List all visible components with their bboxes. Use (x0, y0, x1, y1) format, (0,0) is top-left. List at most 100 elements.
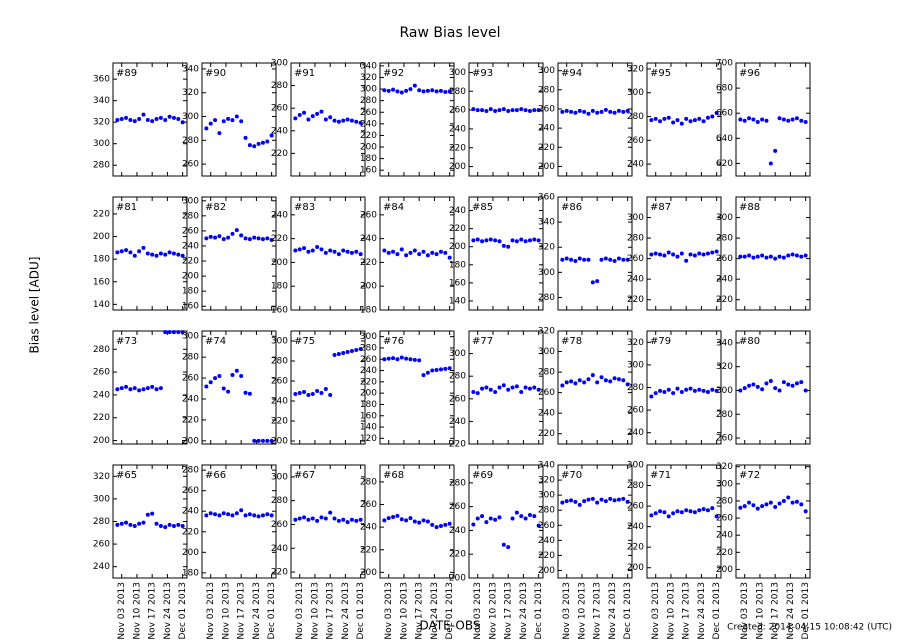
y-tick-label: 280 (627, 112, 644, 122)
data-point (247, 237, 252, 242)
data-point (247, 391, 252, 396)
data-point (510, 385, 515, 390)
data-point (506, 244, 511, 249)
panel-title: #68 (383, 470, 404, 481)
data-point (519, 107, 524, 112)
data-point (742, 504, 747, 509)
x-tick-label: Dec 01 2013 (445, 582, 455, 640)
data-point (523, 108, 528, 113)
data-point (768, 161, 773, 166)
data-point (777, 501, 782, 506)
data-point (158, 115, 163, 120)
plot-frame (112, 62, 188, 177)
data-point (764, 118, 769, 123)
plot-frame (735, 330, 811, 445)
y-tick-label: 220 (627, 543, 644, 553)
data-point (124, 248, 129, 253)
data-point (421, 249, 426, 254)
data-point (332, 516, 337, 521)
y-tick-label: 180 (93, 255, 110, 265)
data-point (150, 511, 155, 516)
data-point (386, 250, 391, 255)
y-tick-label: 240 (271, 544, 288, 554)
panel: 220 240 260 280 300 #88 (716, 196, 811, 311)
data-point (417, 252, 422, 257)
data-point (523, 385, 528, 390)
y-tick-label: 320 (93, 118, 110, 128)
data-point (447, 521, 452, 526)
plot-frame (468, 330, 544, 445)
data-point (421, 518, 426, 523)
data-point (786, 495, 791, 500)
data-point (391, 87, 396, 92)
data-point (799, 254, 804, 259)
data-point (239, 508, 244, 513)
data-point (662, 510, 667, 515)
data-point (269, 237, 274, 242)
data-point (145, 251, 150, 256)
data-point (803, 509, 808, 514)
data-point (213, 376, 218, 381)
data-point (119, 386, 124, 391)
data-point (590, 280, 595, 285)
data-point (256, 236, 261, 241)
y-tick-label: 340 (538, 218, 555, 228)
data-point (306, 249, 311, 254)
data-point (408, 87, 413, 92)
data-point (256, 438, 261, 443)
data-point (688, 509, 693, 514)
data-point (230, 372, 235, 377)
data-point (671, 511, 676, 516)
data-point (599, 375, 604, 380)
y-tick-label: 140 (360, 423, 377, 433)
data-point (536, 238, 541, 243)
data-point (319, 391, 324, 395)
data-point (675, 118, 680, 123)
plot-frame (557, 196, 633, 311)
data-point (714, 249, 719, 254)
y-tick-label: 200 (716, 565, 733, 575)
data-point (497, 108, 502, 113)
y-tick-label: 280 (627, 481, 644, 491)
panel: 200 220 240 260 280 Nov 03 2013 Nov 10 2013 Nov… (360, 464, 455, 640)
y-tick-label: 220 (716, 548, 733, 558)
x-tick-label: Nov 17 2013 (771, 582, 781, 640)
y-tick-label: 260 (182, 226, 199, 236)
data-point (115, 118, 120, 123)
y-tick-label: 220 (271, 417, 288, 427)
y-tick-label: 240 (449, 417, 466, 427)
data-point (595, 500, 600, 505)
data-point (145, 118, 150, 123)
y-tick-label: 160 (360, 411, 377, 421)
data-point (221, 237, 226, 242)
data-point (612, 259, 617, 264)
data-point (154, 521, 159, 526)
y-tick-label: 240 (360, 366, 377, 376)
panel-title: #94 (561, 68, 582, 79)
data-point (773, 256, 778, 261)
y-tick-label: 280 (716, 234, 733, 244)
data-point (786, 382, 791, 387)
y-tick-label: 200 (182, 436, 199, 446)
data-point (391, 356, 396, 361)
data-point (688, 386, 693, 391)
data-point (332, 353, 337, 357)
data-point (649, 513, 654, 518)
y-tick-label: 300 (538, 66, 555, 76)
y-tick-label: 360 (93, 75, 110, 85)
data-point (653, 251, 658, 256)
data-point (577, 378, 582, 383)
y-tick-label: 640 (716, 134, 733, 144)
data-point (506, 109, 511, 114)
data-point (603, 107, 608, 112)
data-point (302, 246, 307, 251)
data-point (510, 238, 515, 243)
y-tick-label: 220 (538, 551, 555, 561)
data-point (625, 257, 630, 262)
data-point (230, 231, 235, 236)
y-tick-label: 240 (716, 275, 733, 285)
data-point (519, 514, 524, 519)
panel: 160 180 200 220 240 260 280 300 #82 (182, 196, 277, 312)
